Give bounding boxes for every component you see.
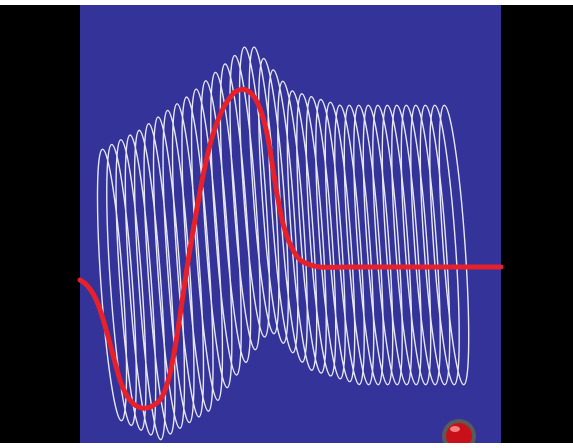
scene	[0, 0, 573, 448]
button-highlight	[450, 426, 460, 432]
bottom-margin	[0, 443, 573, 448]
video-frame	[0, 0, 573, 448]
